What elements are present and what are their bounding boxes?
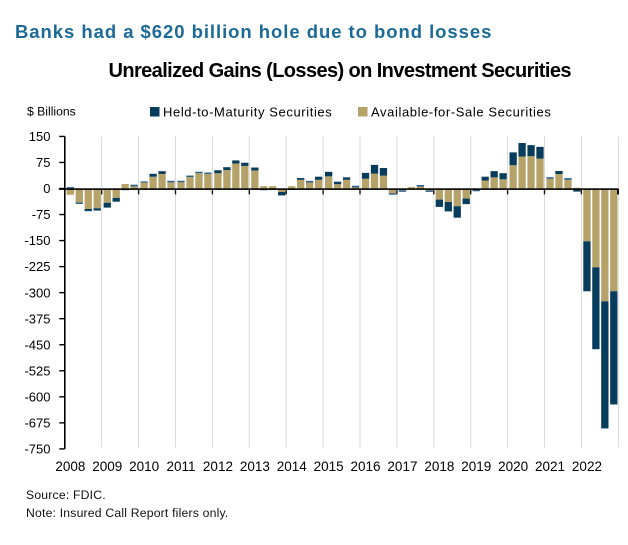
svg-text:2013: 2013 — [240, 459, 270, 474]
svg-text:Available-for-Sale Securities: Available-for-Sale Securities — [371, 105, 551, 120]
svg-text:-750: -750 — [24, 442, 50, 457]
svg-text:-150: -150 — [24, 233, 50, 248]
svg-text:0: 0 — [43, 181, 50, 196]
svg-text:2009: 2009 — [92, 459, 122, 474]
svg-text:2022: 2022 — [572, 459, 602, 474]
svg-text:-450: -450 — [24, 337, 50, 352]
svg-text:2020: 2020 — [498, 459, 528, 474]
svg-text:2021: 2021 — [535, 459, 565, 474]
svg-text:2012: 2012 — [203, 459, 233, 474]
svg-text:2019: 2019 — [461, 459, 491, 474]
svg-text:75: 75 — [36, 155, 50, 170]
svg-text:Note: Insured Call Report file: Note: Insured Call Report filers only. — [26, 506, 228, 520]
svg-text:Banks had a $620 billion hole: Banks had a $620 billion hole due to bon… — [15, 21, 492, 42]
svg-text:$ Billions: $ Billions — [27, 105, 76, 119]
svg-text:-600: -600 — [24, 389, 50, 404]
svg-text:Unrealized Gains (Losses) on I: Unrealized Gains (Losses) on Investment … — [109, 60, 572, 82]
svg-text:-225: -225 — [24, 259, 50, 274]
svg-text:Held-to-Maturity Securities: Held-to-Maturity Securities — [163, 105, 332, 120]
svg-text:2008: 2008 — [55, 459, 85, 474]
svg-text:-675: -675 — [24, 415, 50, 430]
svg-text:2017: 2017 — [387, 459, 417, 474]
svg-text:-300: -300 — [24, 285, 50, 300]
svg-text:2015: 2015 — [314, 459, 344, 474]
svg-text:-75: -75 — [32, 207, 51, 222]
svg-text:2016: 2016 — [351, 459, 381, 474]
svg-text:2018: 2018 — [424, 459, 454, 474]
svg-text:-375: -375 — [24, 311, 50, 326]
svg-text:Source: FDIC.: Source: FDIC. — [26, 488, 106, 502]
svg-text:2010: 2010 — [129, 459, 159, 474]
svg-text:2011: 2011 — [167, 459, 196, 474]
svg-text:2014: 2014 — [277, 459, 308, 474]
svg-text:-525: -525 — [24, 363, 50, 378]
svg-text:150: 150 — [29, 129, 51, 144]
